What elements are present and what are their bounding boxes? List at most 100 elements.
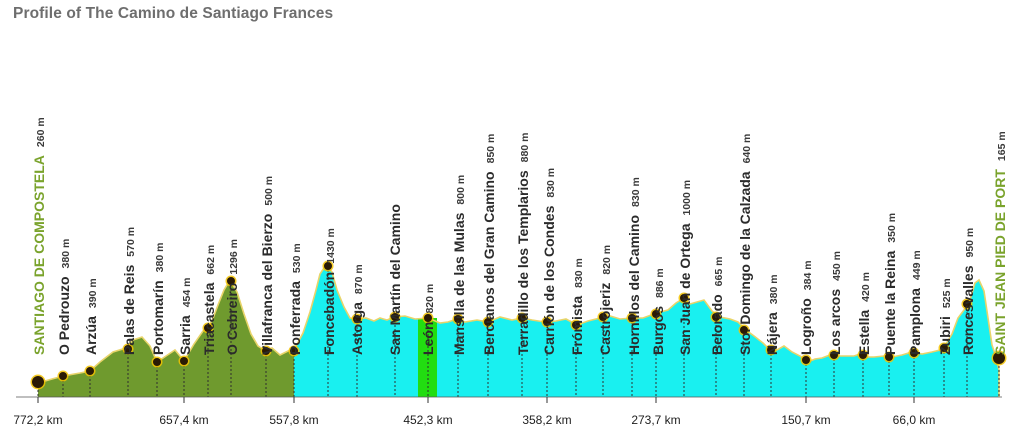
stop-elevation: 665 m	[713, 257, 725, 287]
stop-label: Sarria 454 m	[177, 278, 193, 355]
stop-name: Logroño	[798, 298, 814, 355]
stop-name: Mansilla de las Mulas	[451, 212, 467, 355]
stop-label: SANTIAGO DE COMPOSTELA 260 m	[31, 117, 47, 355]
stop-marker	[993, 352, 1005, 364]
stop-label: Hornillos del Camino 830 m	[626, 177, 642, 355]
stop-marker	[910, 349, 918, 357]
stop-marker	[153, 358, 161, 366]
stop-elevation: 420 m	[860, 272, 872, 302]
stop-label: SAINT JEAN PIED DE PORT 165 m	[992, 131, 1008, 355]
stop-label: Astorga 870 m	[349, 264, 365, 355]
stop-name: Frómista	[569, 296, 585, 355]
stop-marker	[32, 376, 44, 388]
stop-label: O Pedrouzo 380 m	[56, 239, 72, 355]
stop-marker	[59, 372, 67, 380]
x-tick-label: 150,7 km	[781, 413, 830, 427]
stop-elevation: 1000 m	[681, 180, 693, 216]
stop-elevation: 886 m	[654, 268, 666, 298]
stop-elevation: 830 m	[545, 168, 557, 198]
stop-elevation: 570 m	[125, 227, 137, 257]
galicia-section-area	[38, 280, 294, 397]
stop-label: Pamplona 449 m	[907, 250, 923, 355]
stop-name: Castrojeriz	[597, 283, 613, 355]
stop-name: Belorado	[709, 294, 725, 355]
stop-label: Sto. Domingo de la Calzada 640 m	[737, 134, 753, 355]
stop-elevation: 1296 m	[228, 239, 240, 275]
stop-elevation: 380 m	[154, 243, 166, 273]
stop-label: San Juan de Ortega 1000 m	[677, 180, 693, 355]
chart-title: Profile of The Camino de Santiago France…	[13, 5, 334, 22]
meseta-section-area	[294, 265, 999, 397]
stop-marker	[885, 353, 893, 361]
stop-name: Astorga	[349, 302, 365, 355]
stop-marker	[424, 314, 432, 322]
stop-elevation: 390 m	[87, 278, 99, 308]
stop-marker	[767, 346, 775, 354]
stop-marker	[484, 318, 492, 326]
stop-marker	[628, 314, 636, 322]
stop-elevation: 165 m	[996, 131, 1008, 161]
stop-label: Castrojeriz 820 m	[597, 245, 613, 355]
stop-marker	[353, 315, 361, 323]
stop-elevation: 830 m	[573, 258, 585, 288]
stop-name: SAINT JEAN PIED DE PORT	[992, 169, 1008, 355]
stop-marker	[802, 356, 810, 364]
stop-elevation: 662 m	[205, 245, 217, 275]
stop-elevation: 530 m	[291, 243, 303, 273]
stop-marker	[124, 345, 132, 353]
stop-label: Ponferrada 530 m	[287, 243, 303, 355]
stop-label: Frómista 830 m	[569, 258, 585, 355]
stop-marker	[599, 313, 607, 321]
stop-label: Belorado 665 m	[709, 257, 725, 355]
x-tick-label: 772,2 km	[13, 413, 62, 427]
stop-name: Sarria	[177, 315, 193, 355]
stop-marker	[712, 313, 720, 321]
x-tick-label: 358,2 km	[522, 413, 571, 427]
stop-label: San Martín del Camino	[387, 204, 403, 355]
stop-name: Sto. Domingo de la Calzada	[737, 171, 753, 355]
stop-elevation: 260 m	[35, 117, 47, 147]
stop-name: Burgos	[650, 306, 666, 355]
x-tick-label: 557,8 km	[269, 413, 318, 427]
stop-name: Villafranca del Bierzo	[259, 214, 275, 355]
stop-name: Palas de Reis	[121, 265, 137, 355]
stop-elevation: 830 m	[630, 177, 642, 207]
stop-marker	[391, 313, 399, 321]
stop-name: Portomarín	[150, 280, 166, 355]
stop-label: O Cebreiro 1296 m	[224, 239, 240, 355]
stop-name: Estella	[856, 310, 872, 355]
stop-marker	[86, 367, 94, 375]
stop-name: Terradillo de los Templarios	[515, 170, 531, 355]
stop-label: Zubiri 525 m	[937, 278, 953, 355]
stop-name: Ponferrada	[287, 281, 303, 355]
stop-name: Triacastela	[201, 282, 217, 355]
stop-elevation: 454 m	[181, 278, 193, 308]
stop-name: Pamplona	[907, 288, 923, 355]
stop-elevation: 525 m	[941, 278, 953, 308]
stop-elevation: 850 m	[485, 134, 497, 164]
stop-name: SANTIAGO DE COMPOSTELA	[31, 155, 47, 355]
stop-name: San Juan de Ortega	[677, 223, 693, 355]
x-tick-label: 657,4 km	[159, 413, 208, 427]
stop-marker	[180, 357, 188, 365]
stop-marker	[518, 314, 526, 322]
stop-elevation: 384 m	[802, 260, 814, 290]
stop-label: Carrión de los Condes 830 m	[541, 168, 557, 355]
stop-label: Puente la Reina 350 m	[882, 213, 898, 355]
stop-marker	[572, 321, 580, 329]
stop-name: San Martín del Camino	[387, 204, 403, 355]
stop-marker	[454, 315, 462, 323]
stop-elevation: 1430 m	[325, 228, 337, 264]
stop-label: Palas de Reis 570 m	[121, 227, 137, 355]
stop-name: Hornillos del Camino	[626, 215, 642, 355]
stop-marker	[740, 326, 748, 334]
stop-marker	[680, 294, 688, 302]
stop-elevation: 380 m	[60, 239, 72, 269]
stop-label: Terradillo de los Templarios 880 m	[515, 133, 531, 355]
stop-name: O Cebreiro	[224, 283, 240, 355]
stop-name: Nájera	[764, 312, 780, 355]
stop-elevation: 870 m	[353, 264, 365, 294]
stop-elevation: 820 m	[601, 245, 613, 275]
stop-elevation: 820 m	[424, 284, 436, 314]
stop-name: Carrión de los Condes	[541, 205, 557, 355]
